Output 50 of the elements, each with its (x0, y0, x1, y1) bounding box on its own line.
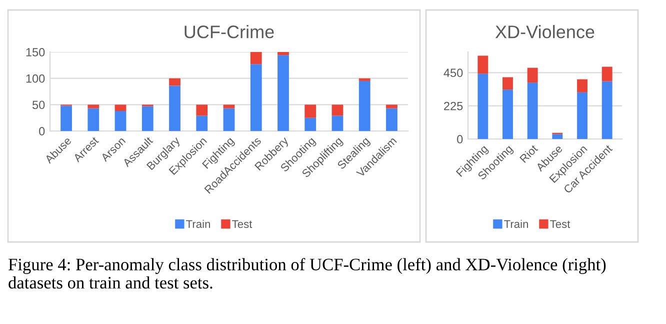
bar (88, 104, 100, 108)
bar (196, 104, 208, 116)
bar (527, 68, 538, 83)
bar (577, 92, 588, 139)
bar (278, 52, 289, 56)
bar (358, 78, 370, 81)
bar (527, 82, 538, 139)
bar (250, 52, 262, 64)
x-tick-label: Riot (519, 144, 538, 163)
bar (142, 106, 154, 131)
bar (577, 79, 588, 92)
y-tick-label: 0 (457, 135, 463, 144)
bar (88, 108, 100, 131)
y-tick-label: 100 (26, 74, 45, 83)
bar (478, 74, 488, 139)
bar (552, 134, 563, 139)
legend-label: Test (232, 220, 252, 228)
y-tick-label: 450 (444, 68, 463, 78)
bar (332, 116, 344, 131)
y-tick-label: 0 (39, 127, 45, 136)
bar (602, 66, 612, 82)
y-tick-label: 150 (26, 48, 45, 56)
bar (169, 86, 180, 131)
bar (250, 64, 262, 131)
chart-title: XD-Violence (495, 25, 594, 38)
legend-label: Train (504, 220, 528, 228)
bar (223, 104, 235, 108)
y-tick-label: 225 (444, 102, 463, 110)
bar (478, 56, 488, 74)
y-tick-label: 50 (32, 100, 45, 110)
bar (502, 90, 513, 139)
chart-title: UCF-Crime (184, 25, 274, 38)
bar (114, 104, 126, 111)
bar (114, 110, 126, 131)
bar (60, 106, 72, 131)
bar (304, 118, 316, 131)
bar (304, 104, 316, 118)
legend-label: Test (550, 220, 570, 228)
bar (502, 77, 513, 90)
bar (332, 104, 344, 116)
bar (278, 55, 289, 131)
bar (386, 104, 398, 108)
caption: Figure 4: Per-anomaly class distribution of UCF-Crime (left) and XD-Violence (right) datasets on train and test sets. (8, 258, 606, 289)
bar (386, 108, 398, 131)
legend-label: Train (186, 220, 210, 228)
bar (169, 78, 180, 86)
bar (358, 80, 370, 131)
bar (602, 81, 612, 139)
bar (223, 108, 235, 131)
bar (196, 116, 208, 131)
